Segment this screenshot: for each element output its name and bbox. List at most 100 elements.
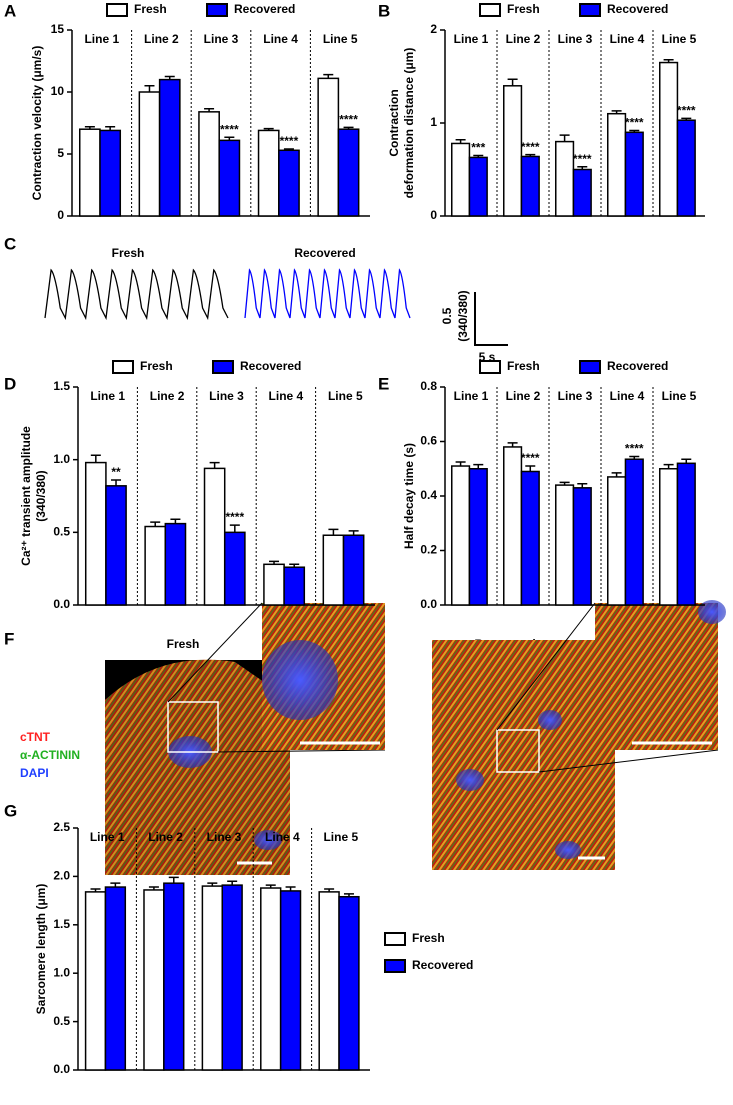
category-label: Line 5 <box>323 830 358 844</box>
significance: ** <box>111 465 121 479</box>
category-label: Line 1 <box>90 389 125 403</box>
error-bar <box>525 153 536 157</box>
category-label: Line 2 <box>506 32 541 46</box>
error-bar <box>90 888 101 892</box>
error-bar <box>663 59 674 63</box>
category-label: Line 5 <box>323 32 358 46</box>
scale-label: 0.5 <box>440 307 454 324</box>
panel-letter: C <box>4 234 16 253</box>
error-bar <box>111 479 122 486</box>
category-label: Line 3 <box>207 830 242 844</box>
legend-label: Fresh <box>412 931 445 945</box>
category-label: Line 5 <box>328 389 363 403</box>
y-axis-label: Contraction velocity (μm/s) <box>30 46 44 201</box>
bar <box>279 890 302 1071</box>
bar <box>198 111 220 217</box>
y-axis-label: Sarcomere length (μm) <box>34 884 48 1015</box>
significance: **** <box>280 134 299 148</box>
bar <box>520 155 540 217</box>
bar <box>283 566 306 606</box>
error-bar <box>455 461 466 467</box>
bar <box>572 487 592 606</box>
category-label: Line 5 <box>662 32 697 46</box>
panel-letter: A <box>4 1 16 20</box>
error-bar <box>227 880 238 886</box>
category-label: Line 3 <box>558 389 593 403</box>
nucleus <box>538 710 562 730</box>
legend-swatch <box>384 959 406 973</box>
bar <box>676 119 696 217</box>
category-label: Line 3 <box>204 32 239 46</box>
bar <box>84 891 107 1071</box>
bar <box>278 149 300 217</box>
legend-label: Fresh <box>134 2 167 16</box>
bar <box>143 889 165 1071</box>
bar <box>468 468 488 606</box>
y-axis-label: (340/380) <box>34 470 48 521</box>
y-tick-label: 0.6 <box>420 434 437 448</box>
error-bar <box>681 458 692 464</box>
error-bar <box>150 521 161 527</box>
bar <box>317 77 340 217</box>
error-bar <box>170 518 181 524</box>
legend-label: Recovered <box>240 359 301 373</box>
y-tick-label: 1 <box>430 115 437 129</box>
error-bar <box>168 876 179 884</box>
bar <box>659 61 679 217</box>
legend-swatch <box>479 3 501 17</box>
zoom-line <box>167 602 263 703</box>
bar <box>260 887 282 1071</box>
bar <box>318 891 340 1071</box>
trace-title: Fresh <box>112 246 145 260</box>
micrograph <box>432 640 615 870</box>
category-label: Line 3 <box>558 32 593 46</box>
bar <box>555 484 575 606</box>
category-label: Line 4 <box>263 32 298 46</box>
error-bar <box>209 461 220 469</box>
panel-letter: G <box>4 801 17 820</box>
significance: *** <box>471 141 485 155</box>
category-label: Line 2 <box>144 32 179 46</box>
bar <box>164 522 187 606</box>
panel-letter: D <box>4 374 16 393</box>
trace-title: Recovered <box>294 246 355 260</box>
bar <box>503 446 523 606</box>
legend-label: Fresh <box>140 359 173 373</box>
panel-letter: E <box>378 374 389 393</box>
category-label: Line 3 <box>209 389 244 403</box>
error-bar <box>348 530 359 536</box>
bar <box>503 85 523 217</box>
bar <box>201 885 223 1071</box>
error-bar <box>285 886 296 891</box>
zoom-line <box>538 749 719 773</box>
legend-swatch <box>579 3 601 17</box>
bar <box>144 525 167 606</box>
legend-label: Fresh <box>507 2 540 16</box>
error-bar <box>629 455 640 460</box>
error-bar <box>559 134 570 142</box>
error-bar <box>328 528 339 536</box>
error-bar <box>265 884 276 889</box>
error-bar <box>148 886 159 890</box>
nucleus <box>262 640 338 720</box>
legend-swatch <box>112 360 134 374</box>
bar <box>78 128 101 217</box>
y-axis-label: Ca²⁺ transient amplitude <box>19 426 33 566</box>
significance: **** <box>521 140 540 154</box>
bar <box>218 139 241 217</box>
trace <box>244 268 411 319</box>
bar <box>104 886 127 1071</box>
error-bar <box>289 563 300 568</box>
error-bar <box>90 454 101 463</box>
category-label: Line 4 <box>610 389 645 403</box>
error-bar <box>110 882 121 888</box>
significance: **** <box>625 442 644 456</box>
nucleus <box>698 600 726 624</box>
category-label: Line 1 <box>454 32 489 46</box>
error-bar <box>204 107 215 112</box>
y-tick-label: 10 <box>51 84 65 98</box>
legend-swatch <box>106 3 128 17</box>
y-tick-label: 2.0 <box>53 869 70 883</box>
category-label: Line 4 <box>269 389 304 403</box>
error-bar <box>84 125 95 130</box>
